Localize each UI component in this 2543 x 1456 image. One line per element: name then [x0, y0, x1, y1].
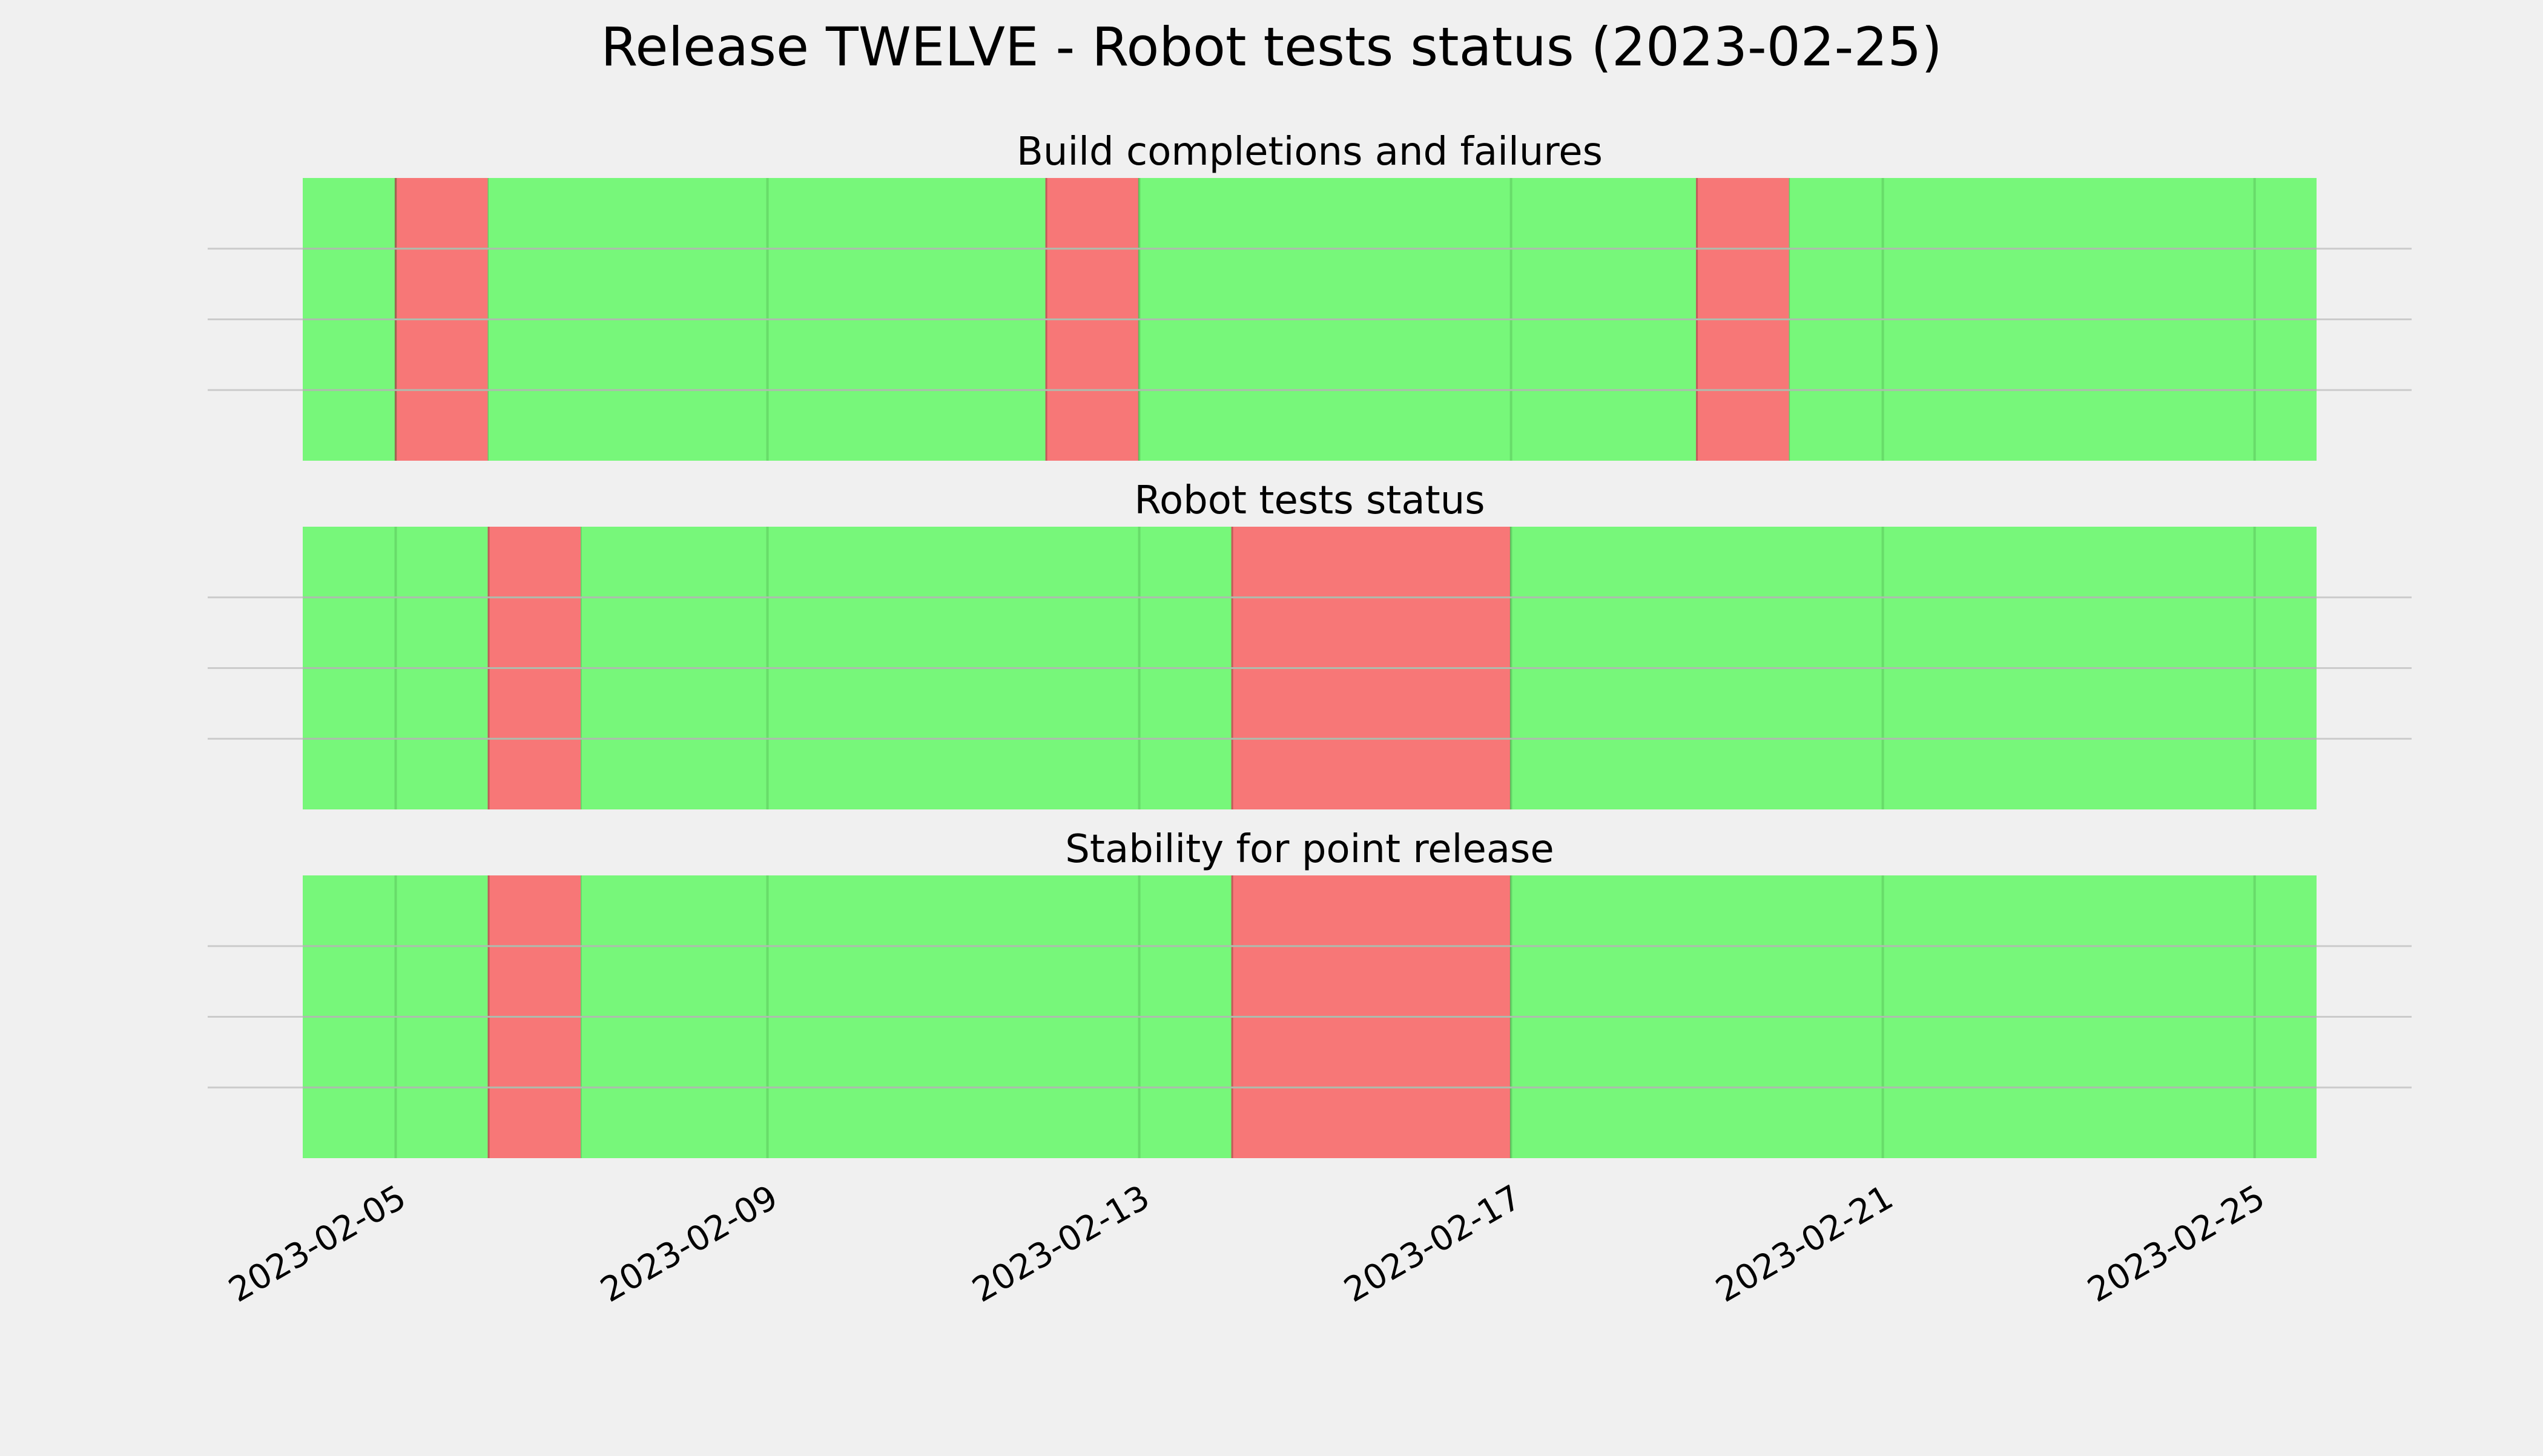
panel-title: Robot tests status: [1134, 478, 1485, 523]
figure-title: Release TWELVE - Robot tests status (202…: [601, 16, 1942, 78]
panel-title: Stability for point release: [1065, 827, 1554, 872]
panel-title: Build completions and failures: [1017, 130, 1603, 174]
chart-panels: Build completions and failures Robot test…: [208, 130, 2412, 1310]
